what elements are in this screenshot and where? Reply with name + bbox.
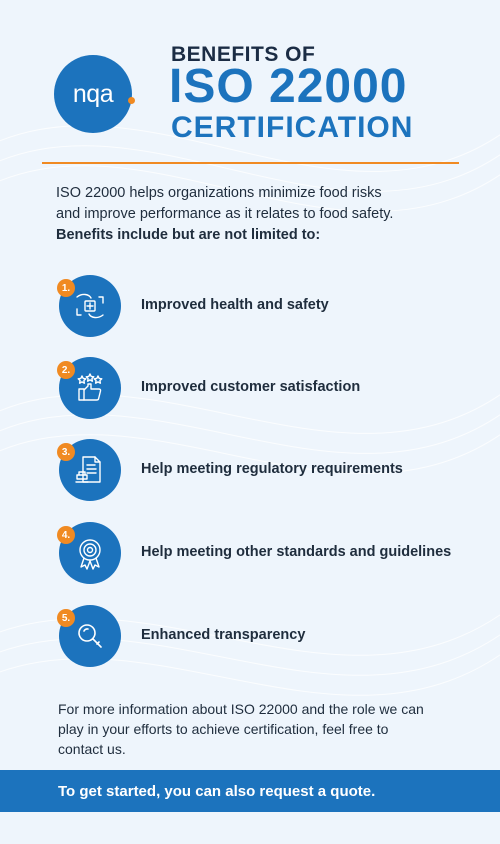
thumbs-up-stars-icon — [77, 373, 103, 401]
intro-line-1: ISO 22000 helps organizations minimize f… — [56, 185, 382, 201]
benefit-3-number: 3. — [57, 443, 75, 461]
quote-cta-bar[interactable]: To get started, you can also request a q… — [0, 770, 500, 812]
title-subtitle: CERTIFICATION — [171, 111, 414, 144]
hands-health-cross-icon — [76, 293, 104, 319]
benefit-1-label: Improved health and safety — [141, 297, 329, 313]
logo-text: nqa — [72, 79, 114, 108]
benefit-2-number: 2. — [57, 361, 75, 379]
intro-line-2: and improve performance as it relates to… — [56, 206, 394, 222]
page-title: ISO 22000 — [169, 60, 408, 113]
nqa-logo: nqa — [54, 55, 132, 133]
contact-line-1: For more information about ISO 22000 and… — [58, 701, 424, 717]
intro-paragraph: ISO 22000 helps organizations minimize f… — [56, 183, 436, 246]
intro-line-3: Benefits include but are not limited to: — [56, 227, 321, 243]
benefit-2-label: Improved customer satisfaction — [141, 379, 361, 395]
contact-line-2: play in your efforts to achieve certific… — [58, 721, 389, 737]
benefit-5-label: Enhanced transparency — [141, 627, 306, 643]
document-stamp-icon — [75, 456, 101, 483]
title-top: BENEFITS OF — [171, 43, 316, 66]
divider — [42, 162, 459, 164]
magnifier-icon — [78, 624, 102, 648]
benefit-3-label: Help meeting regulatory requirements — [141, 461, 403, 477]
award-badge-icon — [79, 539, 101, 570]
benefit-5-number: 5. — [57, 609, 75, 627]
benefit-1-number: 1. — [57, 279, 75, 297]
benefit-4-number: 4. — [57, 526, 75, 544]
quote-cta-text[interactable]: To get started, you can also request a q… — [58, 782, 376, 800]
contact-line-3: contact us. — [58, 741, 126, 757]
logo-dot — [128, 97, 135, 104]
benefit-4-label: Help meeting other standards and guideli… — [141, 544, 452, 560]
contact-paragraph: For more information about ISO 22000 and… — [58, 699, 458, 759]
